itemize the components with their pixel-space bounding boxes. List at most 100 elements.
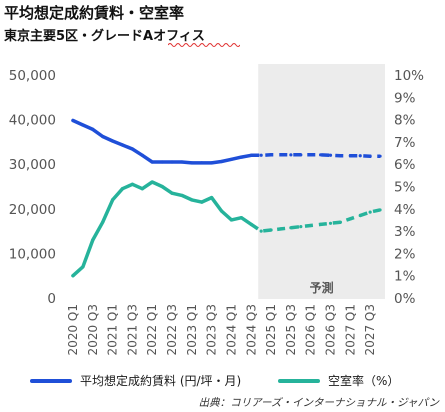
vacancy-point <box>140 187 144 191</box>
rent-point <box>110 139 115 143</box>
vacancy-point <box>328 221 333 225</box>
chart-subtitle: 東京主要5区・グレードAオフィス <box>4 29 205 44</box>
vacancy-line-actual <box>71 180 254 278</box>
left-axis-tick-label: 20,000 <box>9 202 56 218</box>
rent-point <box>348 154 352 158</box>
rent-point <box>130 147 134 151</box>
vacancy-point <box>378 208 382 212</box>
vacancy-point <box>269 228 273 232</box>
rent-point <box>210 161 214 165</box>
left-axis-tick-label: 30,000 <box>9 157 56 173</box>
vacancy-point <box>279 227 283 231</box>
x-axis-tick-label: 2021 Q1 <box>106 304 120 355</box>
rent-point <box>338 154 343 158</box>
rent-point <box>219 159 224 164</box>
vacancy-point <box>170 191 174 195</box>
right-axis-tick-label: 5% <box>394 180 416 196</box>
vacancy-point <box>150 180 154 184</box>
rent-point <box>180 160 184 164</box>
right-axis-tick-label: 8% <box>394 113 416 129</box>
rent-point <box>299 153 303 157</box>
x-axis-tick-label: 2021 Q3 <box>125 304 139 355</box>
vacancy-point <box>130 182 134 186</box>
legend-item-rent: 平均想定成約賃料 (円/坪・月) <box>30 372 241 389</box>
x-axis-tick-label: 2025 Q1 <box>264 304 278 355</box>
vacancy-point <box>299 225 303 229</box>
left-axis-tick-label: 0 <box>47 291 56 307</box>
chart-title: 平均想定成約賃料・空室率 <box>4 4 185 22</box>
vacancy-point <box>180 193 184 198</box>
rent-point <box>170 160 174 164</box>
right-axis-tick-label: 9% <box>394 90 416 106</box>
spellcheck-underline <box>168 43 240 47</box>
vacancy-point <box>229 218 234 222</box>
rent-point <box>289 153 293 157</box>
vacancy-point <box>71 274 75 278</box>
legend-label-rent: 平均想定成約賃料 (円/坪・月) <box>80 374 242 388</box>
rent-point <box>81 123 85 127</box>
vacancy-point <box>110 198 115 202</box>
right-axis-tick-label: 7% <box>394 135 416 151</box>
right-axis-tick-label: 0% <box>394 291 416 307</box>
x-axis-tick-label: 2020 Q1 <box>66 304 80 355</box>
vacancy-point <box>259 229 263 233</box>
rent-line-actual <box>71 118 254 165</box>
rent-point <box>91 127 95 132</box>
vacancy-point <box>358 213 362 218</box>
x-axis-tick-label: 2024 Q1 <box>224 304 238 355</box>
rent-point <box>319 153 323 157</box>
vacancy-point <box>200 200 204 204</box>
rent-point <box>140 153 144 157</box>
source-note: 出典：コリアーズ・インターナショナル・ジャパン <box>198 397 439 409</box>
rent-line-forecast <box>251 153 380 158</box>
left-axis-tick-label: 40,000 <box>9 113 56 129</box>
chart-legend: 平均想定成約賃料 (円/坪・月) 空室率（%） <box>0 372 445 390</box>
rent-point <box>150 160 154 164</box>
vacancy-point <box>91 238 95 242</box>
rent-point <box>358 154 362 158</box>
rent-point <box>259 153 263 157</box>
x-axis-tick-label: 2023 Q1 <box>185 304 199 355</box>
right-axis-tick-label: 10% <box>394 68 424 84</box>
x-axis-tick-label: 2023 Q3 <box>205 304 219 355</box>
rent-point <box>190 161 194 165</box>
right-axis-tick-label: 3% <box>394 224 416 240</box>
legend-swatch-vacancy <box>278 378 320 383</box>
right-axis-tick-label: 2% <box>394 246 416 262</box>
forecast-region <box>258 64 385 299</box>
rent-point <box>120 143 125 147</box>
vacancy-point <box>219 209 224 213</box>
left-axis-tick-label: 50,000 <box>9 68 56 84</box>
legend-label-vacancy: 空室率（%） <box>328 374 400 388</box>
rent-point <box>101 134 105 139</box>
left-axis-tick-label: 10,000 <box>9 246 56 262</box>
rent-point <box>378 154 382 158</box>
vacancy-point <box>368 210 372 214</box>
vacancy-point <box>319 222 323 227</box>
vacancy-point <box>210 196 214 200</box>
x-axis-tick-label: 2026 Q1 <box>304 304 318 355</box>
vacancy-point <box>101 220 105 224</box>
x-axis-tick-label: 2027 Q1 <box>343 304 357 355</box>
vacancy-point <box>348 217 352 221</box>
right-axis-tick-label: 6% <box>394 157 416 173</box>
chart-canvas: 予測 0 10,000 20,000 30,000 40,000 50,000 0% 1% 2… <box>9 64 424 355</box>
x-axis-tick-label: 2027 Q3 <box>363 304 377 355</box>
rent-point <box>200 161 204 165</box>
vacancy-point <box>338 220 343 224</box>
vacancy-point <box>81 265 85 269</box>
rent-point <box>368 154 372 158</box>
x-axis-tick-label: 2022 Q1 <box>145 304 159 355</box>
right-axis-tick-label: 4% <box>394 202 416 218</box>
vacancy-point <box>239 216 243 220</box>
vacancy-point <box>309 223 313 228</box>
rent-point <box>71 118 75 123</box>
x-axis-tick-label: 2026 Q3 <box>324 304 338 355</box>
rent-point <box>229 157 234 161</box>
vacancy-point <box>160 184 164 189</box>
x-axis-tick-label: 2020 Q3 <box>86 304 100 355</box>
vacancy-point <box>289 226 293 230</box>
legend-swatch-rent <box>30 378 72 383</box>
rent-point <box>239 155 243 159</box>
rent-point <box>328 153 333 157</box>
